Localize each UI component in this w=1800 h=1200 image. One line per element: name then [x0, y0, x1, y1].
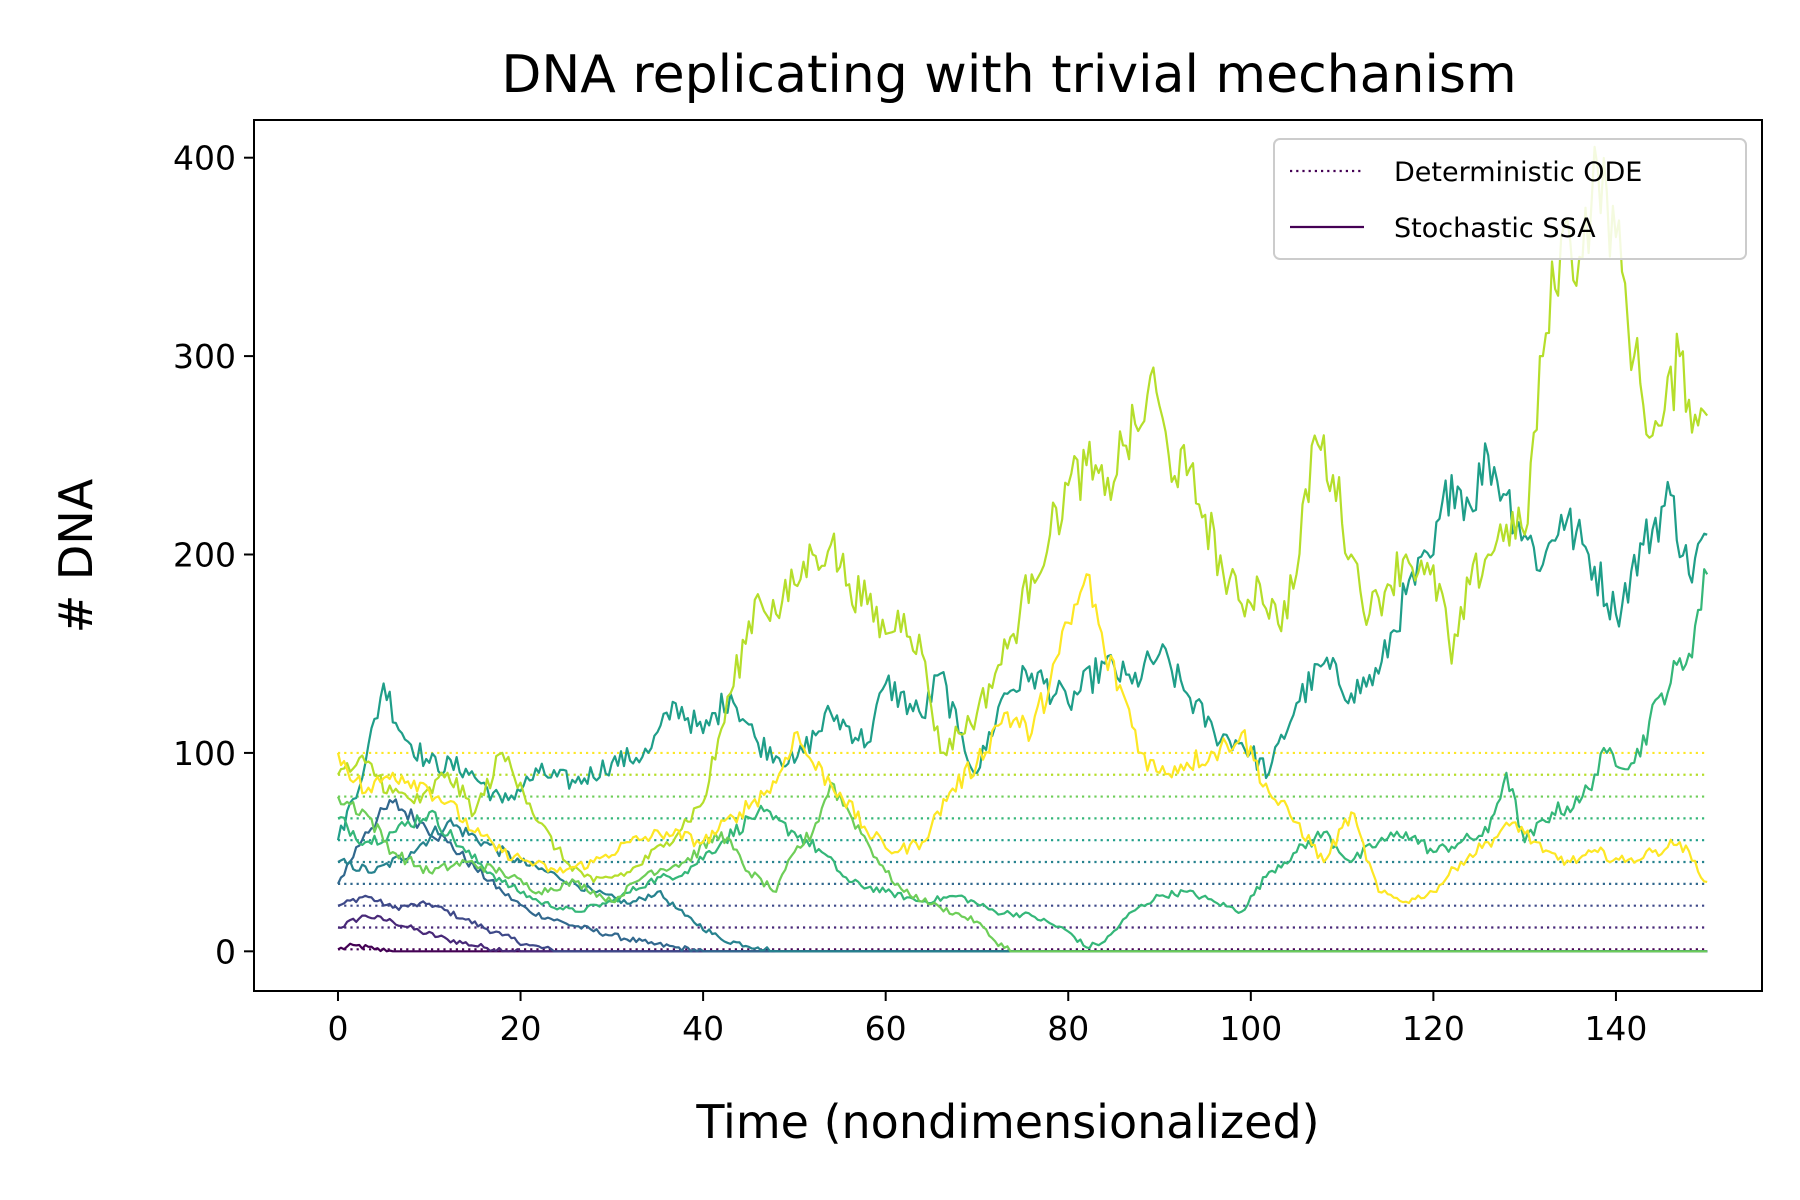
legend-ode-label: Deterministic ODE — [1394, 157, 1642, 188]
x-tick-label: 100 — [1219, 1009, 1282, 1048]
ssa-line-7 — [336, 781, 1708, 953]
ssa-line-2 — [337, 894, 1708, 953]
x-tick-label: 40 — [682, 1009, 724, 1048]
x-tick-label: 140 — [1584, 1009, 1647, 1048]
ssa-line-9 — [336, 573, 1708, 905]
y-tick-label: 100 — [173, 734, 236, 773]
x-tick-label: 60 — [865, 1009, 907, 1048]
chart-title: DNA replicating with trivial mechanism — [501, 45, 1516, 105]
x-axis: 0 20 40 60 80 100 120 140 — [327, 991, 1647, 1048]
y-tick-label: 300 — [173, 337, 236, 376]
x-tick-label: 80 — [1047, 1009, 1089, 1048]
ssa-lines — [336, 145, 1709, 953]
y-tick-label: 0 — [215, 932, 236, 971]
legend-box — [1273, 138, 1747, 260]
ode-lines — [337, 751, 1708, 951]
ssa-line-5 — [336, 442, 1708, 841]
ssa-line-4 — [337, 818, 1708, 953]
legend: Deterministic ODE Stochastic SSA — [1273, 138, 1747, 260]
y-tick-label: 400 — [173, 139, 236, 178]
ssa-line-1 — [337, 914, 1708, 953]
ssa-line-8 — [337, 145, 1709, 883]
plot-background — [254, 120, 1762, 991]
y-axis: 0 100 200 300 400 — [173, 139, 254, 971]
x-tick-label: 20 — [500, 1009, 542, 1048]
x-axis-label: Time (nondimensionalized) — [695, 1095, 1319, 1149]
plot-area — [253, 119, 1763, 992]
x-tick-label: 120 — [1402, 1009, 1465, 1048]
y-tick-label: 200 — [173, 536, 236, 575]
ssa-line-6 — [337, 568, 1709, 950]
ssa-line-0 — [337, 942, 1708, 953]
ssa-line-3 — [337, 798, 1708, 953]
x-tick-label: 0 — [327, 1009, 348, 1048]
y-axis-label: # DNA — [49, 478, 103, 633]
legend-ssa-label: Stochastic SSA — [1394, 213, 1596, 244]
